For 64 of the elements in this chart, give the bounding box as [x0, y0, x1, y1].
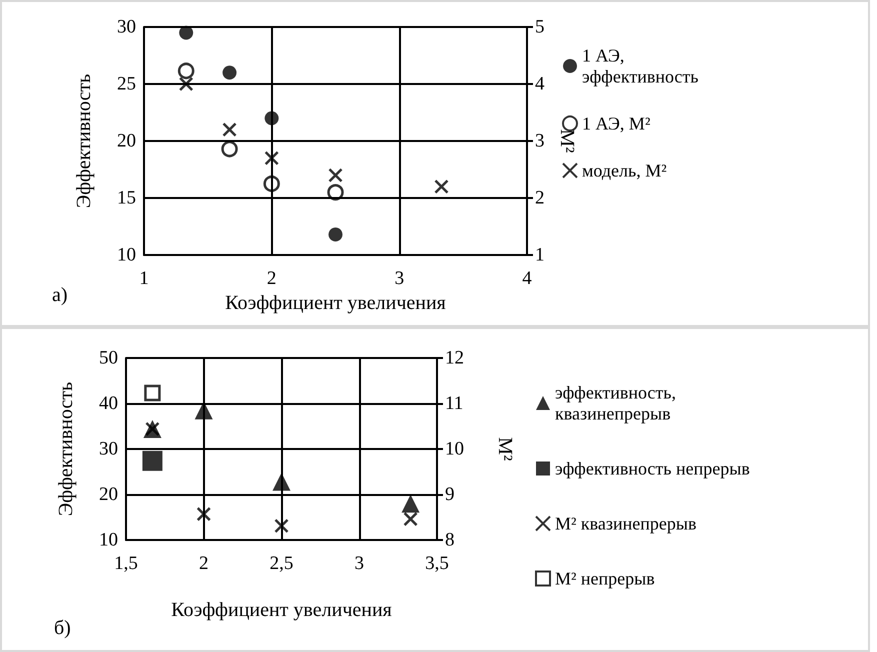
point — [328, 168, 343, 182]
point — [327, 184, 344, 201]
y-tick-label: 25 — [117, 74, 136, 94]
y2-tick-label: 11 — [445, 393, 464, 414]
legend-label: 1 АЭ, эффективность — [582, 46, 698, 86]
y2-tick-label: 10 — [445, 438, 464, 460]
y2-tick-label: 8 — [445, 530, 454, 550]
point — [221, 140, 238, 158]
y-tick-label: 15 — [117, 188, 136, 208]
x-tick-label: 4 — [522, 268, 532, 289]
point — [264, 111, 279, 126]
point — [272, 472, 290, 491]
y2-tick-label: 2 — [535, 188, 544, 208]
legend-label: 1 АЭ, M² — [582, 114, 650, 134]
point — [222, 122, 237, 137]
y2-tick-label: 4 — [535, 74, 545, 94]
legend-label: эффективность непрерыв — [555, 458, 750, 478]
legend-label: модель, M² — [582, 160, 667, 180]
point — [144, 384, 161, 402]
y-tick-label: 30 — [99, 438, 118, 460]
x-axis-title: Коэффициент увеличения — [225, 292, 446, 314]
point — [178, 62, 194, 80]
y2-tick-label: 3 — [535, 130, 544, 152]
y2-tick-label: 1 — [535, 244, 544, 266]
point — [178, 76, 194, 92]
point — [179, 26, 194, 40]
legend-label: эффективность, квазинепрерыв — [555, 382, 676, 424]
y-tick-label: 40 — [99, 393, 118, 414]
legend-label: M² квазинепрерыв — [555, 514, 696, 534]
y2-tick-label: 9 — [445, 484, 454, 505]
legend-label: M² непрерыв — [555, 568, 655, 588]
y-tick-label: 50 — [99, 348, 118, 368]
point — [222, 66, 237, 80]
y2-tick-label: 5 — [535, 16, 544, 38]
x-tick-label: 3 — [354, 553, 364, 574]
point — [196, 506, 211, 522]
x-tick-label: 2 — [199, 553, 208, 574]
y-tick-label: 10 — [99, 530, 118, 550]
x-tick-label: 1,5 — [114, 553, 138, 574]
point — [264, 150, 279, 166]
text: б) — [54, 617, 71, 640]
point — [328, 227, 342, 242]
y-axis-title: Эффективность — [73, 74, 95, 208]
y2-axis-title: M² — [556, 129, 578, 153]
y-tick-label: 10 — [117, 244, 136, 266]
y2-tick-label: 12 — [445, 348, 464, 368]
y-tick-label: 20 — [117, 130, 136, 152]
y2-axis-title: M² — [494, 437, 516, 461]
point — [403, 512, 418, 526]
text: а) — [52, 284, 68, 307]
point — [434, 179, 449, 194]
y-tick-label: 30 — [117, 16, 136, 38]
x-tick-label: 3,5 — [425, 553, 449, 574]
x-tick-label: 1 — [139, 268, 149, 289]
y-tick-label: 20 — [99, 484, 118, 505]
x-tick-label: 2,5 — [270, 553, 294, 574]
point — [263, 176, 280, 192]
point — [274, 518, 289, 534]
y-axis-title: Эффективность — [55, 382, 77, 516]
x-axis-title: Коэффициент увеличения — [171, 599, 392, 621]
x-tick-label: 3 — [394, 268, 404, 289]
point — [402, 494, 420, 513]
point — [142, 450, 162, 471]
x-tick-label: 2 — [266, 268, 276, 289]
